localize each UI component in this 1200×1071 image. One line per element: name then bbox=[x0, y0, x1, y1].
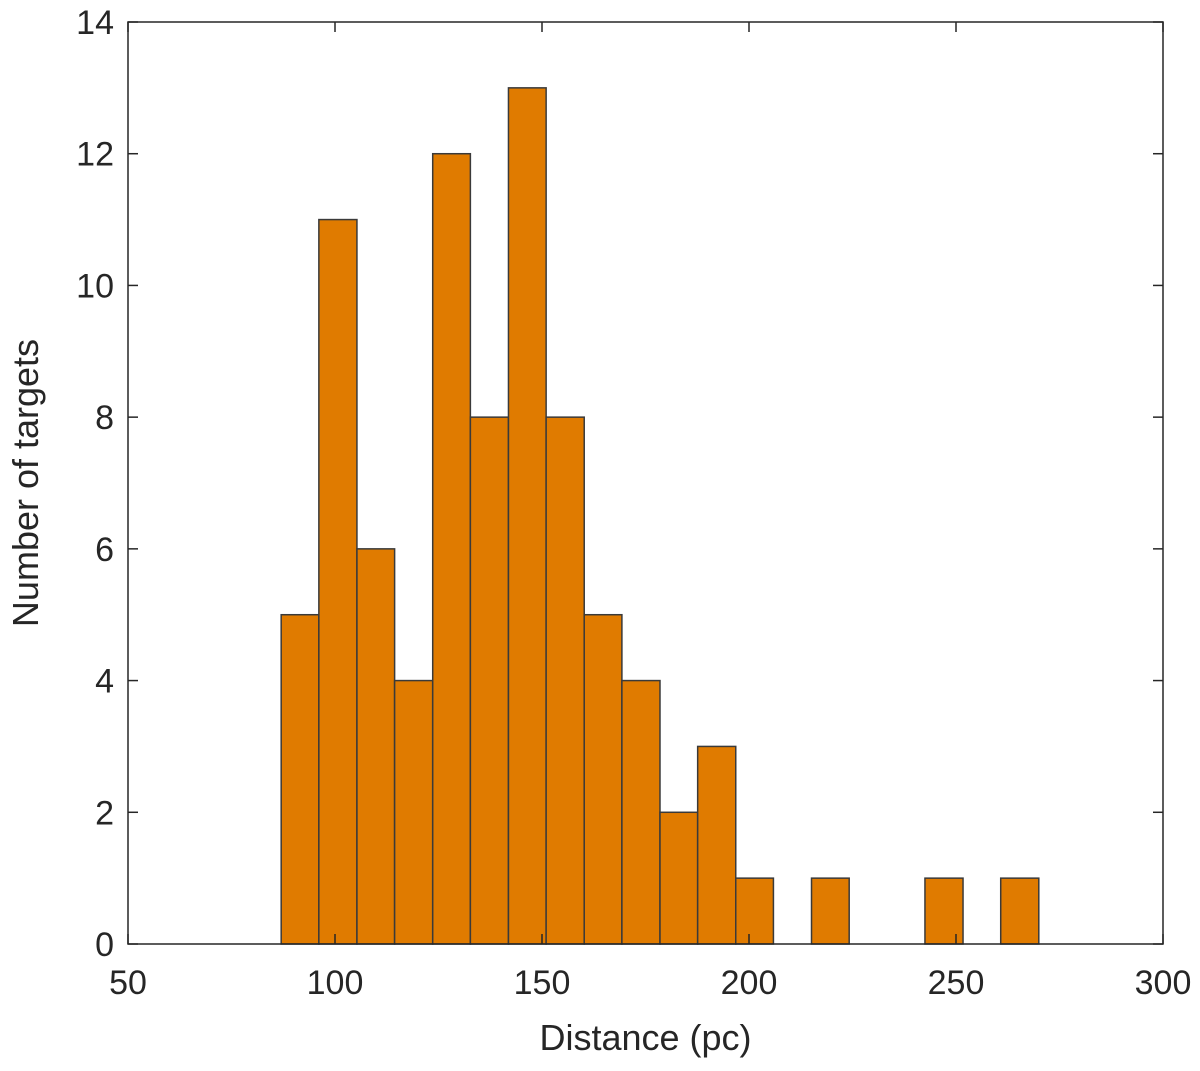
histogram-bar bbox=[318, 218, 358, 945]
x-tick-label: 150 bbox=[514, 964, 571, 1002]
bars-group bbox=[280, 87, 1040, 945]
x-tick-label: 100 bbox=[307, 964, 364, 1002]
x-axis-label: Distance (pc) bbox=[539, 1017, 751, 1058]
histogram-bar bbox=[583, 613, 623, 945]
axis-ticks bbox=[127, 21, 1164, 945]
histogram-bar bbox=[507, 87, 547, 945]
x-tick-label: 250 bbox=[928, 964, 985, 1002]
y-tick-label: 4 bbox=[95, 663, 114, 701]
histogram-bar bbox=[999, 877, 1040, 945]
x-tick-label: 200 bbox=[721, 964, 778, 1002]
y-tick-label: 10 bbox=[76, 267, 114, 305]
x-tick-labels: 50 100 150 200 250 300 bbox=[109, 964, 1191, 1002]
y-axis-label: Number of targets bbox=[5, 339, 46, 627]
x-tick-label: 50 bbox=[109, 964, 147, 1002]
y-tick-label: 2 bbox=[95, 794, 114, 832]
y-tick-label: 6 bbox=[95, 531, 114, 569]
histogram-bar bbox=[469, 416, 510, 945]
y-tick-labels: 0 2 4 6 8 10 12 14 bbox=[76, 4, 114, 964]
y-tick-label: 8 bbox=[95, 399, 114, 437]
histogram-bar bbox=[696, 745, 737, 945]
histogram-bar bbox=[431, 152, 472, 945]
histogram-bar bbox=[545, 416, 585, 945]
histogram-bar bbox=[280, 613, 320, 945]
histogram-bar bbox=[924, 877, 964, 945]
histogram-bar bbox=[621, 679, 661, 945]
histogram-bar bbox=[810, 877, 850, 945]
histogram-bar bbox=[735, 877, 775, 945]
y-tick-label: 0 bbox=[95, 926, 114, 964]
x-tick-label: 300 bbox=[1135, 964, 1192, 1002]
histogram-bar bbox=[659, 811, 699, 945]
histogram-bar bbox=[393, 679, 434, 945]
y-tick-label: 12 bbox=[76, 136, 114, 174]
y-tick-label: 14 bbox=[76, 4, 114, 42]
plot-frame bbox=[127, 21, 1164, 945]
histogram-bar bbox=[356, 548, 396, 945]
